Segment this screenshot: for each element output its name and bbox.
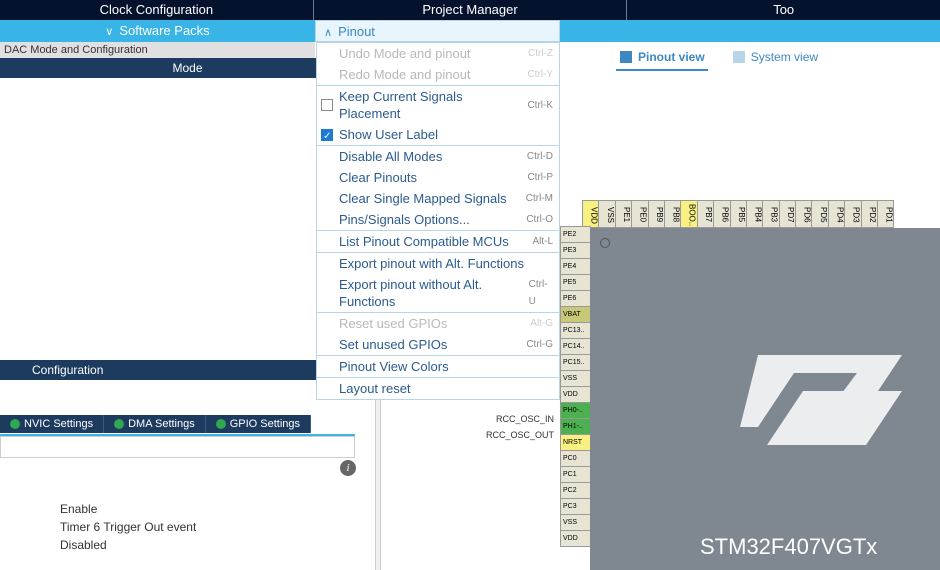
view-switcher: Pinout view System view xyxy=(620,50,818,64)
dac-mode-label: DAC Mode and Configuration xyxy=(0,42,315,58)
chip-view[interactable]: VDDVSSPE1PE0PB9PB8BOO..PB7PB6PB5PB4PB3PD… xyxy=(560,200,940,570)
st-logo-icon xyxy=(740,340,920,463)
pins-top-row: VDDVSSPE1PE0PB9PB8BOO..PB7PB6PB5PB4PB3PD… xyxy=(583,200,894,228)
chip-part-number: STM32F407VGTx xyxy=(700,534,877,560)
pin-top[interactable]: PB5 xyxy=(730,200,747,228)
pin-top[interactable]: PB3 xyxy=(762,200,779,228)
tab-project-manager[interactable]: Project Manager xyxy=(314,0,627,20)
pin-top[interactable]: PB9 xyxy=(648,200,665,228)
pin-left[interactable]: NRST xyxy=(560,434,591,451)
menu-layout-reset[interactable]: Layout reset xyxy=(317,378,559,399)
pin-top[interactable]: PD5 xyxy=(811,200,828,228)
pin-left[interactable]: PC14.. xyxy=(560,338,591,355)
menu-redo: Redo Mode and pinoutCtrl-Y xyxy=(317,64,559,85)
config-line: Timer 6 Trigger Out event xyxy=(60,518,196,536)
pin-signal-label: RCC_OSC_OUT xyxy=(470,430,554,440)
pin-left[interactable]: PH1-.. xyxy=(560,418,591,435)
chip-orientation-dot xyxy=(600,238,610,248)
pin-left[interactable]: PE3 xyxy=(560,242,591,259)
pin-top[interactable]: VDD xyxy=(582,200,599,228)
pin-top[interactable]: PD3 xyxy=(844,200,861,228)
tab-nvic[interactable]: NVIC Settings xyxy=(0,415,104,433)
config-text: Enable Timer 6 Trigger Out event Disable… xyxy=(60,500,196,554)
pin-top[interactable]: PD6 xyxy=(795,200,812,228)
pin-top[interactable]: BOO.. xyxy=(680,200,697,228)
pin-top[interactable]: PE1 xyxy=(615,200,632,228)
menu-pins-options[interactable]: Pins/Signals Options...Ctrl-O xyxy=(317,209,559,230)
menu-export-noalt[interactable]: Export pinout without Alt. FunctionsCtrl… xyxy=(317,274,559,312)
checkbox-unchecked-icon[interactable] xyxy=(321,99,333,111)
search-input[interactable] xyxy=(0,436,355,458)
pin-left[interactable]: VDD xyxy=(560,386,591,403)
pin-left[interactable]: PC3 xyxy=(560,498,591,515)
tab-tools[interactable]: Too xyxy=(627,0,940,20)
system-view-icon xyxy=(733,51,745,63)
pin-signal-label: RCC_OSC_IN xyxy=(470,414,554,424)
pin-top[interactable]: PB8 xyxy=(664,200,681,228)
system-view-button[interactable]: System view xyxy=(733,50,818,64)
pin-left[interactable]: PH0-.. xyxy=(560,402,591,419)
pin-left[interactable]: PC0 xyxy=(560,450,591,467)
pin-top[interactable]: VSS xyxy=(598,200,615,228)
menu-show-user-label[interactable]: Show User Label xyxy=(317,124,559,145)
config-line: Enable xyxy=(60,500,196,518)
pins-left-col: PE2PE3PE4PE5PE6VBATPC13..PC14..PC15..VSS… xyxy=(560,227,591,547)
pin-top[interactable]: PB4 xyxy=(746,200,763,228)
menu-reset-gpios: Reset used GPIOsAlt-G xyxy=(317,313,559,334)
pin-left[interactable]: PE5 xyxy=(560,274,591,291)
pin-left[interactable]: VSS xyxy=(560,514,591,531)
config-line: Disabled xyxy=(60,536,196,554)
pin-top[interactable]: PD4 xyxy=(828,200,845,228)
pin-left[interactable]: PC1 xyxy=(560,466,591,483)
menu-clear-pinouts[interactable]: Clear PinoutsCtrl-P xyxy=(317,167,559,188)
pin-left[interactable]: VBAT xyxy=(560,306,591,323)
pin-top[interactable]: PD2 xyxy=(861,200,878,228)
menu-keep-signals[interactable]: Keep Current Signals PlacementCtrl-K xyxy=(317,86,559,124)
menu-list-mcus[interactable]: List Pinout Compatible MCUsAlt-L xyxy=(317,231,559,252)
pin-top[interactable]: PB6 xyxy=(713,200,730,228)
pin-left[interactable]: PC15.. xyxy=(560,354,591,371)
menu-set-unused[interactable]: Set unused GPIOsCtrl-G xyxy=(317,334,559,355)
pin-left[interactable]: VSS xyxy=(560,370,591,387)
pinout-view-icon xyxy=(620,51,632,63)
pin-left[interactable]: PC13.. xyxy=(560,322,591,339)
menu-export-alt[interactable]: Export pinout with Alt. Functions xyxy=(317,253,559,274)
pin-left[interactable]: VDD xyxy=(560,530,591,547)
pin-left[interactable]: PE4 xyxy=(560,258,591,275)
menu-clear-single[interactable]: Clear Single Mapped SignalsCtrl-M xyxy=(317,188,559,209)
pin-left[interactable]: PE6 xyxy=(560,290,591,307)
software-packs-dropdown[interactable]: Software Packs xyxy=(0,20,315,42)
pin-left[interactable]: PC2 xyxy=(560,482,591,499)
pinout-view-button[interactable]: Pinout view xyxy=(620,50,705,64)
pinout-menu-header[interactable]: Pinout xyxy=(315,20,560,42)
pin-left[interactable]: PE2 xyxy=(560,226,591,243)
settings-tabs: NVIC Settings DMA Settings GPIO Settings xyxy=(0,415,311,433)
tab-clock[interactable]: Clock Configuration xyxy=(0,0,313,20)
toolbar: Software Packs Pinout xyxy=(0,20,940,42)
pin-top[interactable]: PD7 xyxy=(779,200,796,228)
top-tabs: Clock Configuration Project Manager Too xyxy=(0,0,940,20)
menu-colors[interactable]: Pinout View Colors xyxy=(317,356,559,377)
menu-disable-all[interactable]: Disable All ModesCtrl-D xyxy=(317,146,559,167)
pin-top[interactable]: PB7 xyxy=(697,200,714,228)
info-icon[interactable]: i xyxy=(340,460,356,476)
tab-dma[interactable]: DMA Settings xyxy=(104,415,206,433)
pin-top[interactable]: PE0 xyxy=(631,200,648,228)
pinout-dropdown-menu: Undo Mode and pinoutCtrl-Z Redo Mode and… xyxy=(316,42,560,400)
checkbox-checked-icon[interactable] xyxy=(321,129,333,141)
pin-top[interactable]: PD1 xyxy=(877,200,894,228)
menu-undo: Undo Mode and pinoutCtrl-Z xyxy=(317,43,559,64)
tab-gpio[interactable]: GPIO Settings xyxy=(206,415,311,433)
